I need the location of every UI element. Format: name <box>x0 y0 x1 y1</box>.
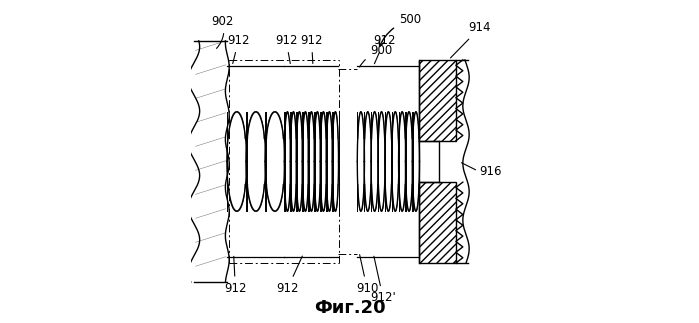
Text: 500: 500 <box>380 14 421 47</box>
Text: 912: 912 <box>227 34 250 64</box>
Bar <box>419 182 456 263</box>
Text: 910: 910 <box>356 255 378 295</box>
Text: 912: 912 <box>277 256 303 295</box>
Text: 912: 912 <box>373 34 396 64</box>
Bar <box>419 60 456 141</box>
Text: 902: 902 <box>211 15 233 48</box>
Text: 912': 912' <box>370 256 396 304</box>
Text: 912: 912 <box>301 34 323 64</box>
Text: 916: 916 <box>480 164 502 178</box>
Text: 900: 900 <box>359 44 392 67</box>
Text: 914: 914 <box>450 21 491 58</box>
Text: 912: 912 <box>275 34 297 64</box>
Text: Фиг.20: Фиг.20 <box>314 299 385 317</box>
Text: 912: 912 <box>224 256 247 295</box>
